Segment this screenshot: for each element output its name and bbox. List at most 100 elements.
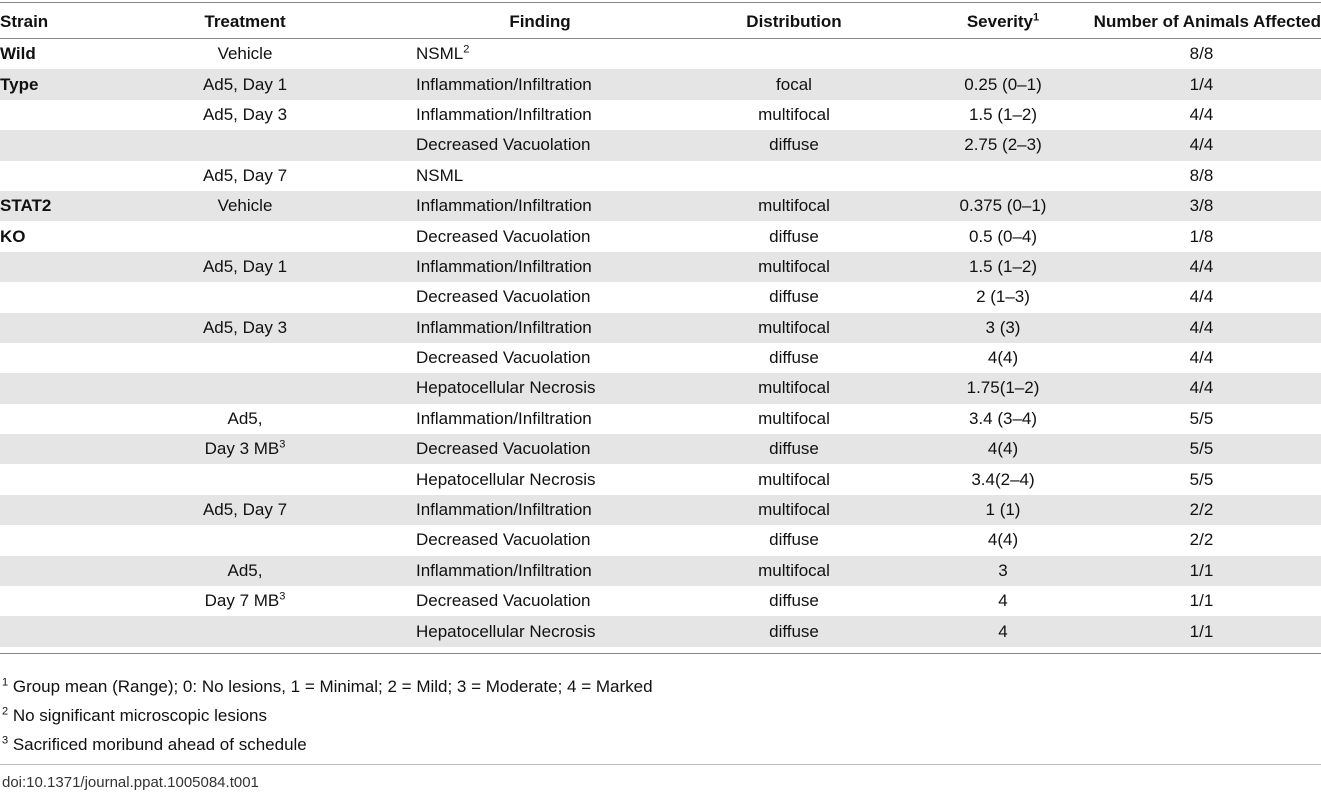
cell-distribution: diffuse <box>664 221 924 251</box>
cell-strain: KO <box>0 221 74 251</box>
cell-animals-affected-text: 2/2 <box>1189 500 1214 520</box>
cell-animals-affected: 5/5 <box>1082 464 1321 494</box>
cell-treatment: Ad5, Day 3 <box>74 312 416 343</box>
cell-severity-text: 1.75(1–2) <box>966 378 1040 398</box>
cell-severity-text: 0.375 (0–1) <box>959 196 1047 216</box>
table-row: Hepatocellular Necrosis multifocal 3.4(2–4… <box>0 464 1321 494</box>
table-top-rule <box>0 2 1321 3</box>
cell-treatment-text: Vehicle <box>217 44 273 64</box>
cell-finding: Decreased Vacuolation <box>416 525 664 555</box>
cell-animals-affected: 2/2 <box>1082 494 1321 526</box>
cell-treatment: Ad5, <box>74 404 416 434</box>
cell-finding: Inflammation/Infiltration <box>416 251 664 283</box>
cell-animals-affected: 4/4 <box>1082 251 1321 283</box>
header-finding: Finding <box>416 6 664 39</box>
cell-distribution: diffuse <box>664 586 924 616</box>
cell-distribution-text: diffuse <box>769 530 819 550</box>
cell-distribution-text: focal <box>776 74 812 94</box>
cell-animals-affected-text: 5/5 <box>1189 469 1214 489</box>
header-animals-affected: Number of Animals Affected <box>1082 6 1321 39</box>
cell-strain <box>0 616 74 647</box>
table-row: Ad5, Day 7 NSML 8/8 <box>0 161 1321 191</box>
table-row: Type Ad5, Day 1 Inflammation/Infiltration f… <box>0 69 1321 100</box>
table-row: Decreased Vacuolation diffuse 4(4) 4/4 <box>0 343 1321 373</box>
cell-severity: 4(4) <box>924 434 1082 465</box>
cell-animals-affected: 1/1 <box>1082 586 1321 616</box>
footnote-text: Group mean (Range); 0: No lesions, 1 = M… <box>8 677 653 696</box>
cell-finding-text: Decreased Vacuolation <box>416 226 591 246</box>
cell-finding: Decreased Vacuolation <box>416 282 664 312</box>
cell-finding: Hepatocellular Necrosis <box>416 616 664 647</box>
cell-distribution-text: diffuse <box>769 226 819 246</box>
cell-finding-text: NSML <box>416 44 464 64</box>
cell-distribution <box>664 161 924 191</box>
cell-severity: 4 <box>924 586 1082 616</box>
cell-strain <box>0 464 74 494</box>
cell-animals-affected: 4/4 <box>1082 343 1321 373</box>
cell-severity-text: 2.75 (2–3) <box>964 135 1042 155</box>
header-strain: Strain <box>0 6 74 39</box>
table-row: KO Decreased Vacuolation diffuse 0.5 (0–4) 1… <box>0 221 1321 251</box>
cell-severity-text: 4(4) <box>987 348 1019 368</box>
cell-distribution-text: diffuse <box>769 591 819 611</box>
cell-severity-text: 4(4) <box>987 439 1019 459</box>
footnote-mark: 2 <box>2 705 9 718</box>
cell-animals-affected-text: 3/8 <box>1189 196 1214 216</box>
table-row: Day 3 MB3 Decreased Vacuolation diffuse 4(4… <box>0 434 1321 465</box>
cell-finding-text: Hepatocellular Necrosis <box>416 378 596 398</box>
cell-severity: 2 (1–3) <box>924 282 1082 312</box>
cell-finding: Inflammation/Infiltration <box>416 69 664 100</box>
cell-distribution-text: multifocal <box>758 500 830 520</box>
cell-distribution-text: multifocal <box>758 378 830 398</box>
cell-treatment-text: Ad5, <box>227 408 263 428</box>
cell-distribution-text: diffuse <box>769 287 819 307</box>
cell-finding-text: NSML <box>416 165 464 185</box>
cell-strain <box>0 251 74 283</box>
cell-strain <box>0 555 74 587</box>
footnote-text: Sacrificed moribund ahead of schedule <box>8 735 307 754</box>
cell-animals-affected-text: 8/8 <box>1189 165 1214 185</box>
cell-strain <box>0 404 74 434</box>
cell-animals-affected-text: 1/1 <box>1189 591 1214 611</box>
cell-animals-affected: 5/5 <box>1082 404 1321 434</box>
cell-animals-affected-text: 1/8 <box>1189 226 1214 246</box>
cell-strain <box>0 525 74 555</box>
cell-distribution: multifocal <box>664 373 924 404</box>
cell-severity: 0.5 (0–4) <box>924 221 1082 251</box>
cell-treatment: Ad5, Day 1 <box>74 251 416 283</box>
cell-treatment-text: Ad5, Day 3 <box>202 317 288 337</box>
footnotes: 1 Group mean (Range); 0: No lesions, 1 =… <box>2 672 653 759</box>
cell-strain-text: STAT2 <box>0 196 52 216</box>
cell-finding: NSML2 <box>416 39 664 70</box>
cell-distribution-text: diffuse <box>769 621 819 641</box>
cell-distribution: multifocal <box>664 100 924 130</box>
cell-animals-affected: 5/5 <box>1082 434 1321 465</box>
cell-finding: Hepatocellular Necrosis <box>416 373 664 404</box>
cell-distribution: diffuse <box>664 434 924 465</box>
cell-animals-affected: 4/4 <box>1082 130 1321 161</box>
header-row: Strain Treatment Finding Distribution Se… <box>0 6 1321 39</box>
footnote: 2 No significant microscopic lesions <box>2 701 653 730</box>
cell-animals-affected: 3/8 <box>1082 190 1321 222</box>
cell-finding: Inflammation/Infiltration <box>416 312 664 343</box>
table-row: Ad5, Inflammation/Infiltration multifocal 3… <box>0 404 1321 434</box>
cell-treatment-text: Day 7 MB <box>204 591 280 611</box>
footnote-mark: 1 <box>2 676 9 689</box>
cell-severity-text: 2 (1–3) <box>976 287 1030 307</box>
cell-finding-text: Hepatocellular Necrosis <box>416 621 596 641</box>
cell-distribution: diffuse <box>664 525 924 555</box>
header-treatment: Treatment <box>74 6 416 39</box>
cell-animals-affected: 1/4 <box>1082 69 1321 100</box>
cell-treatment-text: Ad5, Day 1 <box>202 256 288 276</box>
cell-animals-affected-text: 4/4 <box>1189 317 1214 337</box>
cell-finding: Decreased Vacuolation <box>416 343 664 373</box>
cell-treatment: Ad5, Day 1 <box>74 69 416 100</box>
cell-finding-text: Decreased Vacuolation <box>416 439 591 459</box>
cell-distribution: multifocal <box>664 404 924 434</box>
cell-strain <box>0 494 74 526</box>
cell-animals-affected: 8/8 <box>1082 39 1321 70</box>
cell-distribution: multifocal <box>664 464 924 494</box>
doi-text[interactable]: doi:10.1371/journal.ppat.1005084.t001 <box>2 774 259 791</box>
header-severity-footnote-mark: 1 <box>1033 11 1040 24</box>
cell-distribution: diffuse <box>664 616 924 647</box>
